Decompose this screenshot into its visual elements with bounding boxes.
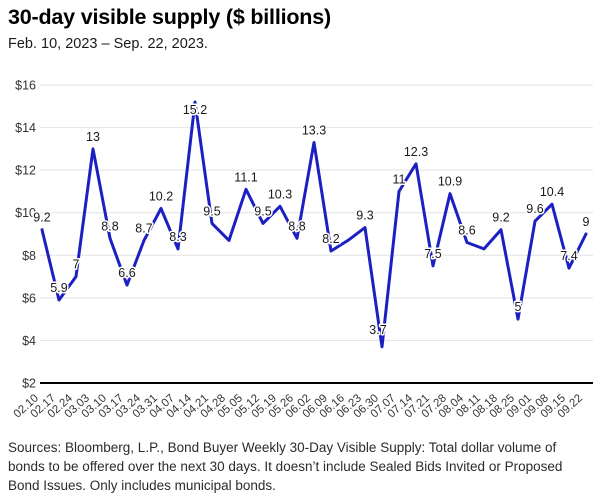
point-value-label: 10.2 — [149, 189, 173, 203]
point-value-labels: 9.2 5.9 7 13 8.8 6.6 8.7 10.2 8.3 15.2 9.5 11.1 9.5 1… — [32, 102, 591, 339]
point-value-label: 8.8 — [101, 219, 118, 233]
y-tick-label: $12 — [15, 164, 36, 178]
y-tick-label: $14 — [15, 121, 36, 135]
point-value-label: 10.3 — [268, 187, 292, 201]
point-value-label: 5.9 — [50, 281, 67, 295]
y-tick-label: $16 — [15, 79, 36, 93]
y-axis-labels: $2 $4 $6 $8 $10 $12 $14 $16 — [15, 79, 36, 391]
y-tick-label: $10 — [15, 206, 36, 220]
point-value-label: 9.2 — [492, 211, 509, 225]
point-value-label: 13 — [86, 130, 100, 144]
y-tick-label: $2 — [22, 377, 36, 391]
point-value-label: 10.4 — [540, 185, 564, 199]
point-value-label: 5 — [515, 300, 522, 314]
point-value-label: 15.2 — [183, 103, 207, 117]
source-note: Sources: Bloomberg, L.P., Bond Buyer Wee… — [8, 440, 563, 493]
point-value-label: 13.3 — [302, 123, 326, 137]
x-axis-labels: 02.1002.1702.2403.0303.1003.1703.2403.31… — [12, 392, 585, 421]
y-gridlines — [40, 84, 593, 384]
supply-line-series — [40, 100, 588, 349]
point-value-label: 8.8 — [288, 219, 305, 233]
point-value-label: 11 — [393, 172, 406, 186]
point-value-label: 9.3 — [356, 209, 373, 223]
point-value-label: 8.3 — [169, 230, 186, 244]
visible-supply-line-chart: $2 $4 $6 $8 $10 $12 $14 $16 02.1002.1702.2403.03… — [12, 79, 593, 421]
page-title: 30-day visible supply ($ billions) — [8, 5, 331, 29]
point-value-label: 9.5 — [254, 204, 271, 218]
y-tick-label: $8 — [22, 249, 36, 263]
supply-line — [40, 100, 588, 349]
point-value-label: 10.9 — [438, 175, 462, 189]
point-value-label: 9.2 — [33, 211, 50, 225]
point-value-label: 8.2 — [322, 232, 339, 246]
point-value-label: 8.7 — [135, 221, 152, 235]
point-value-label: 9 — [583, 215, 590, 229]
date-range-subtitle: Feb. 10, 2023 – Sep. 22, 2023. — [8, 36, 208, 52]
point-value-label: 11.1 — [234, 170, 257, 184]
y-tick-label: $6 — [22, 291, 36, 305]
point-value-label: 7.4 — [560, 249, 577, 263]
point-value-label: 7.5 — [424, 247, 441, 261]
point-value-label: 7 — [73, 258, 80, 272]
point-value-label: 6.6 — [118, 266, 135, 280]
point-value-label: 9.5 — [203, 204, 220, 218]
point-value-label: 12.3 — [404, 145, 428, 159]
point-value-label: 3.7 — [369, 323, 386, 337]
point-value-label: 9.6 — [526, 202, 543, 216]
point-value-label: 8.6 — [458, 224, 475, 238]
y-tick-label: $4 — [22, 334, 36, 348]
